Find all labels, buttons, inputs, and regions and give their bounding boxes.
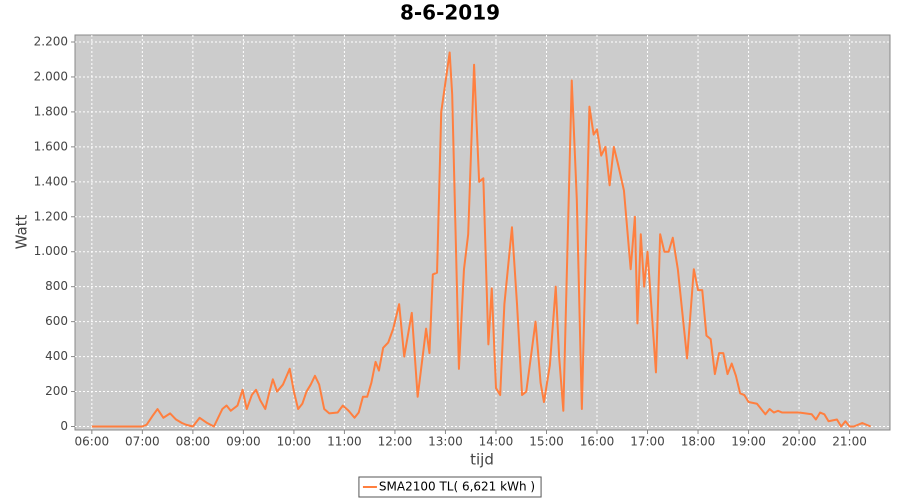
y-tick-label: 200 xyxy=(45,384,68,398)
x-tick-label: 11:00 xyxy=(327,435,362,449)
x-tick-label: 19:00 xyxy=(731,435,766,449)
x-tick-label: 12:00 xyxy=(378,435,413,449)
chart-title: 8-6-2019 xyxy=(400,1,500,25)
x-tick-label: 20:00 xyxy=(782,435,817,449)
legend-box xyxy=(358,476,542,498)
x-tick-label: 10:00 xyxy=(277,435,312,449)
y-tick-label: 0 xyxy=(60,419,68,433)
y-tick-label: 2.200 xyxy=(34,34,68,48)
y-axis-label: Watt xyxy=(13,214,31,249)
legend: SMA2100 TL( 6,621 kWh ) xyxy=(358,476,542,498)
y-tick-label: 400 xyxy=(45,349,68,363)
y-tick-label: 1.000 xyxy=(34,244,68,258)
x-tick-label: 13:00 xyxy=(428,435,463,449)
x-tick-label: 18:00 xyxy=(681,435,716,449)
x-tick-label: 08:00 xyxy=(176,435,211,449)
x-tick-label: 14:00 xyxy=(479,435,514,449)
x-tick-label: 09:00 xyxy=(226,435,261,449)
y-tick-label: 800 xyxy=(45,279,68,293)
x-tick-label: 21:00 xyxy=(832,435,867,449)
plot-area xyxy=(74,34,891,431)
y-tick-label: 1.600 xyxy=(34,139,68,153)
legend-label: SMA2100 TL( 6,621 kWh ) xyxy=(379,480,535,494)
data-line xyxy=(91,51,872,428)
x-tick-label: 06:00 xyxy=(75,435,110,449)
y-tick-label: 600 xyxy=(45,314,68,328)
x-tick-label: 15:00 xyxy=(529,435,564,449)
y-tick-label: 2.000 xyxy=(34,69,68,83)
x-tick-label: 16:00 xyxy=(580,435,615,449)
y-tick-label: 1.200 xyxy=(34,209,68,223)
y-tick-label: 1.800 xyxy=(34,104,68,118)
x-tick-label: 07:00 xyxy=(125,435,160,449)
x-tick-label: 17:00 xyxy=(630,435,665,449)
y-tick-label: 1.400 xyxy=(34,174,68,188)
x-axis-label: tijd xyxy=(470,451,494,469)
